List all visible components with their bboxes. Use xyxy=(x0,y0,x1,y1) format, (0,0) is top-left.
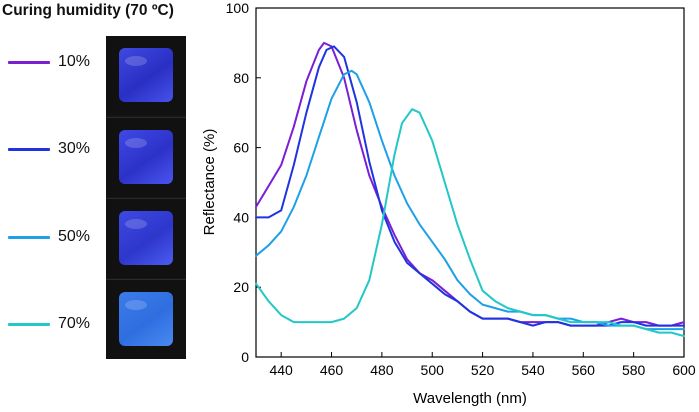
data-series xyxy=(255,41,685,338)
x-tick-label: 460 xyxy=(320,362,344,378)
plot-frame xyxy=(255,7,685,358)
sample-pad-50 xyxy=(119,211,173,265)
legend-item-30: 30% xyxy=(8,139,108,159)
sample-photo-70 xyxy=(106,279,186,359)
legend-label-50: 50% xyxy=(58,228,91,245)
axis-ticks: 440 460 480 500 520 540 560 580 600 0 20 40 60 80 100 xyxy=(226,0,696,378)
series-line-70 xyxy=(255,108,685,338)
x-tick-label: 580 xyxy=(622,362,646,378)
x-tick-label: 480 xyxy=(370,362,394,378)
series-line-30 xyxy=(255,45,685,327)
y-tick-label: 60 xyxy=(233,140,249,156)
legend-line-50 xyxy=(8,236,50,239)
sample-pad-30 xyxy=(119,130,173,184)
y-tick-label: 80 xyxy=(233,70,249,86)
x-axis-label: Wavelength (nm) xyxy=(413,390,527,407)
sample-photo-30 xyxy=(106,117,186,197)
x-tick-label: 540 xyxy=(521,362,545,378)
sample-photo-50 xyxy=(106,198,186,278)
series-line-50 xyxy=(255,69,685,331)
legend-title: Curing humidity (70 ºC) xyxy=(2,2,174,19)
x-tick-label: 600 xyxy=(672,362,696,378)
legend-line-70 xyxy=(8,323,50,326)
y-tick-label: 0 xyxy=(241,349,249,365)
y-tick-label: 40 xyxy=(233,209,249,225)
sample-photo-10 xyxy=(106,36,186,115)
x-tick-label: 520 xyxy=(471,362,495,378)
legend-label-10: 10% xyxy=(58,53,91,70)
sample-pad-10 xyxy=(119,48,173,102)
sample-pad-70 xyxy=(119,292,173,346)
y-tick-label: 100 xyxy=(226,0,250,16)
y-axis-label: Reflectance (%) xyxy=(201,129,218,236)
x-tick-label: 440 xyxy=(269,362,293,378)
series-line-10 xyxy=(255,41,685,327)
legend-line-10 xyxy=(8,61,50,64)
x-tick-label: 560 xyxy=(572,362,596,378)
legend-item-70: 70% xyxy=(8,314,108,334)
legend-label-30: 30% xyxy=(58,140,91,157)
x-tick-label: 500 xyxy=(421,362,445,378)
legend-label-70: 70% xyxy=(58,315,91,332)
legend-line-30 xyxy=(8,148,50,151)
legend-item-10: 10% xyxy=(8,52,108,72)
legend-item-50: 50% xyxy=(8,227,108,247)
sample-photo-strip xyxy=(106,36,186,359)
y-tick-label: 20 xyxy=(233,279,249,295)
